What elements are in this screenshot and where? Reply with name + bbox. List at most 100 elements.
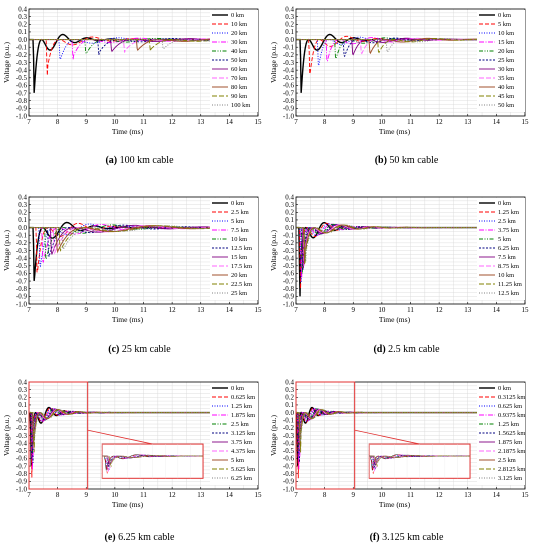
legend-entry-2: 10 km (231, 21, 247, 28)
y-tick-label: -0.1 (16, 44, 28, 52)
y-tick-label: 0.0 (18, 36, 27, 44)
y-tick-label: -0.6 (16, 455, 28, 463)
x-tick-label: 11 (140, 306, 147, 314)
y-tick-label: -1.0 (283, 485, 295, 493)
y-tick-label: -0.8 (16, 470, 28, 478)
series-line-10 (296, 409, 485, 453)
chart-panel-4: 7 8 9 10 11 12 13 14 150.40.30.20.10.0-0.1-0.2-0… (269, 193, 529, 355)
legend-entry-1: 0 km (498, 385, 511, 392)
x-tick-label: 10 (378, 306, 386, 314)
y-tick-label: -0.6 (283, 82, 295, 90)
legend-entry-11: 3.125 km (498, 475, 522, 482)
caption-text: 3.125 km cable (380, 532, 444, 543)
legend-entry-9: 80 km (231, 84, 247, 91)
series-line-11 (296, 38, 485, 53)
legend-entry-5: 20 km (498, 48, 514, 55)
x-axis-label: Time (ms) (112, 500, 144, 509)
chart-caption: (b) 50 km cable (375, 155, 439, 166)
legend-entry-5: 5 km (498, 236, 511, 243)
x-tick-label: 14 (493, 491, 501, 499)
x-tick-label: 7 (294, 491, 298, 499)
x-tick-label: 11 (407, 306, 414, 314)
y-tick-label: -0.3 (283, 59, 295, 67)
legend-entry-6: 1.5625 km (498, 430, 525, 437)
x-axis-label: Time (ms) (112, 315, 144, 324)
chart-caption: (e) 6.25 km cable (105, 532, 176, 543)
caption-text: 100 km cable (117, 155, 174, 166)
caption-letter: (c) (108, 344, 119, 355)
legend-entry-8: 70 km (231, 75, 247, 82)
series-group (296, 221, 485, 297)
legend-entry-1: 0 km (231, 385, 244, 392)
legend-entry-2: 0.3125 km (498, 394, 525, 401)
y-tick-label: -0.3 (283, 432, 295, 440)
y-tick-label: 0.4 (285, 378, 294, 386)
x-tick-label: 13 (464, 491, 472, 499)
legend-entry-6: 6.25 km (498, 245, 519, 252)
y-tick-label: 0.0 (285, 36, 294, 44)
y-tick-label: 0.3 (18, 13, 27, 21)
legend-entry-7: 30 km (498, 66, 514, 73)
x-tick-label: 15 (255, 118, 263, 126)
y-tick-label: 0.2 (18, 209, 27, 217)
x-axis-label: Time (ms) (112, 127, 144, 136)
x-tick-label: 8 (323, 491, 327, 499)
y-tick-label: -1.0 (283, 300, 295, 308)
legend-entry-5: 2.5 km (231, 421, 249, 428)
x-tick-label: 9 (352, 306, 356, 314)
y-tick-label: -0.6 (16, 270, 28, 278)
legend: 0 km 2.5 km 5 km 7.5 km 10 km 12.5 km 15 km 17.… (210, 198, 258, 300)
x-tick-label: 15 (522, 118, 530, 126)
legend-entry-6: 50 km (231, 57, 247, 64)
legend-entry-8: 8.75 km (498, 263, 519, 270)
legend-entry-4: 1.875 km (231, 412, 255, 419)
legend-entry-10: 90 km (231, 93, 247, 100)
x-tick-label: 7 (27, 306, 31, 314)
legend: 0 km 0.3125 km 0.625 km 0.9375 km 1.25 km 1.5… (477, 383, 525, 485)
legend-entry-4: 7.5 km (231, 227, 249, 234)
x-tick-label: 13 (197, 306, 205, 314)
x-tick-label: 12 (436, 306, 444, 314)
y-tick-label: -0.9 (16, 478, 28, 486)
y-tick-label: -0.2 (16, 424, 28, 432)
y-axis-label: Voltage (p.u.) (269, 230, 278, 271)
x-tick-label: 8 (323, 306, 327, 314)
y-tick-label: -0.8 (16, 97, 28, 105)
legend: 0 km 1.25 km 2.5 km 3.75 km 5 km 6.25 km 7.5 k… (477, 198, 525, 300)
legend-entry-11: 25 km (231, 290, 247, 297)
legend-entry-9: 10 km (498, 272, 514, 279)
y-tick-label: -1.0 (16, 112, 28, 120)
x-tick-label: 8 (56, 306, 60, 314)
chart-caption: (f) 3.125 km cable (370, 532, 444, 543)
y-tick-label: -0.8 (283, 285, 295, 293)
y-tick-label: 0.2 (18, 394, 27, 402)
y-tick-label: 0.1 (18, 28, 27, 36)
y-tick-label: -0.4 (283, 439, 295, 447)
legend-entry-2: 2.5 km (231, 209, 249, 216)
y-tick-label: -0.1 (16, 417, 28, 425)
y-tick-label: 0.0 (18, 409, 27, 417)
inset-series-line-11 (102, 455, 203, 465)
y-tick-label: 0.4 (18, 5, 27, 13)
y-axis-label: Voltage (p.u.) (2, 42, 11, 83)
y-tick-label: 0.1 (285, 28, 294, 36)
x-tick-label: 9 (352, 491, 356, 499)
zoom-inset-series (369, 444, 470, 479)
y-tick-label: -0.1 (283, 232, 295, 240)
x-tick-label: 12 (169, 306, 177, 314)
x-axis-label: Time (ms) (379, 127, 411, 136)
legend-entry-7: 15 km (231, 254, 247, 261)
legend-entry-1: 0 km (498, 12, 511, 19)
y-tick-label: -0.7 (283, 462, 295, 470)
y-tick-label: -0.2 (283, 239, 295, 247)
y-tick-label: -0.9 (16, 105, 28, 113)
series-group (296, 33, 485, 93)
x-tick-label: 14 (493, 118, 501, 126)
x-tick-label: 7 (294, 306, 298, 314)
legend-entry-3: 1.25 km (231, 403, 252, 410)
x-tick-label: 8 (56, 118, 60, 126)
y-tick-label: -0.5 (283, 447, 295, 455)
series-line-4 (296, 37, 485, 62)
legend-background (477, 383, 525, 485)
y-tick-label: 0.1 (18, 401, 27, 409)
